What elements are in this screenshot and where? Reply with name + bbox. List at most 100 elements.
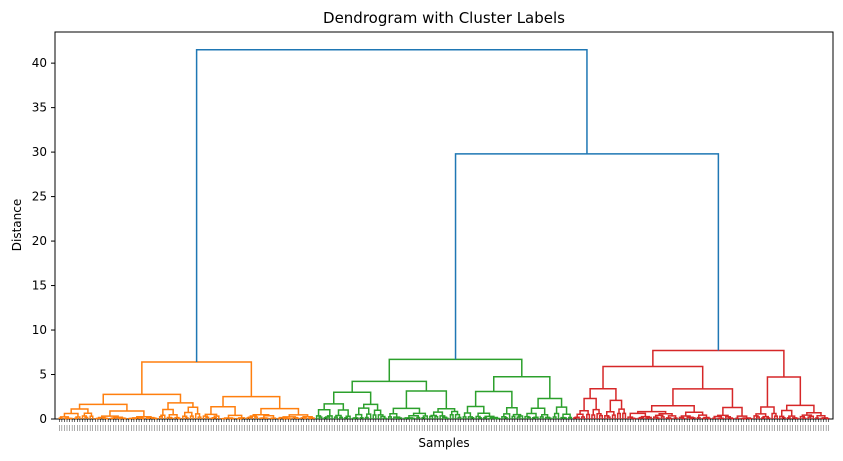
dendrogram-link	[408, 415, 420, 418]
dendrogram-link	[583, 397, 597, 411]
dendrogram-link	[323, 403, 345, 411]
dendrogram-link	[404, 417, 414, 419]
dendrogram-link	[637, 417, 642, 420]
dendrogram-link	[681, 417, 686, 420]
dendrogram-link	[317, 409, 331, 416]
y-tick-label: 30	[32, 145, 47, 159]
dendrogram-link	[59, 416, 70, 419]
dendrogram-link	[524, 415, 530, 419]
dendrogram-link	[568, 416, 573, 419]
y-tick-label: 10	[32, 323, 47, 337]
dendrogram-link	[434, 415, 439, 419]
dendrogram-link	[359, 417, 364, 419]
dendrogram-link	[586, 413, 591, 419]
dendrogram-link	[213, 415, 220, 419]
dendrogram-link	[477, 412, 491, 417]
y-tick-label: 15	[32, 279, 47, 293]
dendrogram-link	[396, 417, 403, 419]
dendrogram-link	[131, 417, 142, 419]
dendrogram-link	[337, 409, 349, 417]
dendrogram-link	[707, 417, 712, 420]
dendrogram-link	[802, 417, 807, 420]
dendrogram-link	[195, 49, 588, 363]
dendrogram-link	[718, 417, 724, 419]
dendrogram-link	[300, 417, 306, 419]
dendrogram-link	[806, 412, 822, 416]
dendrogram-link	[808, 415, 815, 419]
dendrogram-link	[119, 417, 126, 419]
dendrogram-link	[421, 417, 426, 419]
dendrogram-link	[260, 407, 300, 415]
plot-frame	[54, 31, 834, 420]
dendrogram-link	[382, 417, 387, 420]
dendrogram-link	[167, 402, 194, 410]
dendrogram-link	[816, 414, 826, 418]
y-tick-label: 35	[32, 101, 47, 115]
x-axis-label: Samples	[418, 436, 469, 450]
dendrogram-link	[766, 376, 802, 408]
dendrogram-link	[444, 417, 449, 420]
x-axis	[58, 419, 830, 431]
y-axis-label: Distance	[10, 199, 24, 251]
dendrogram-link	[667, 415, 677, 419]
dendrogram-link	[58, 417, 63, 419]
dendrogram-link	[712, 417, 717, 420]
dendrogram-link	[484, 415, 495, 418]
dendrogram-link	[517, 415, 524, 419]
dendrogram-link	[437, 407, 456, 413]
dendrogram-link	[652, 416, 659, 419]
dendrogram-link	[503, 417, 508, 419]
y-tick-label: 5	[39, 368, 47, 382]
dendrogram-link	[553, 412, 560, 419]
dendrogram-link	[197, 416, 202, 419]
y-tick-label: 40	[32, 56, 47, 70]
dendrogram-link	[238, 417, 246, 419]
dendrogram-link	[454, 153, 720, 360]
dendrogram-link	[102, 417, 108, 420]
dendrogram-link	[722, 406, 743, 417]
dendrogram-link	[602, 365, 704, 389]
dendrogram-link	[189, 415, 194, 419]
dendrogram-link	[532, 416, 537, 419]
dendrogram-link	[821, 417, 829, 419]
dendrogram-link	[70, 408, 89, 414]
dendrogram-link	[75, 416, 81, 419]
dendrogram-link	[672, 388, 734, 408]
dendrogram-link	[609, 399, 623, 412]
y-tick-label: 20	[32, 234, 47, 248]
dendrogram-link	[629, 412, 647, 418]
dendrogram-link	[503, 413, 511, 419]
dendrogram-link	[84, 416, 89, 419]
dendrogram-link	[753, 415, 759, 419]
dendrogram-link	[686, 416, 694, 419]
dendrogram-link	[249, 415, 257, 418]
dendrogram-link	[113, 416, 124, 419]
dendrogram-link	[388, 358, 523, 382]
dendrogram-link	[462, 416, 467, 419]
dendrogram-link	[771, 412, 777, 419]
dendrogram-link	[785, 404, 815, 413]
dendrogram-link	[562, 413, 571, 418]
dendrogram-link	[372, 414, 377, 419]
dendrogram-link	[622, 412, 627, 419]
dendrogram-link	[696, 416, 701, 419]
dendrogram-link	[222, 395, 281, 409]
dendrogram-link	[187, 406, 199, 414]
dendrogram-link	[616, 412, 622, 419]
dendrogram-link	[596, 413, 602, 419]
dendrogram-link	[141, 361, 253, 397]
dendrogram-link	[781, 417, 786, 419]
dendrogram-link	[318, 416, 323, 419]
dendrogram-link	[762, 415, 769, 419]
dendrogram-link	[146, 417, 151, 419]
dendrogram-link	[147, 416, 155, 419]
dendrogram-link	[493, 376, 551, 399]
dendrogram-link	[362, 403, 379, 411]
dendrogram-link	[78, 403, 128, 411]
dendrogram-link	[815, 417, 820, 419]
dendrogram-link	[223, 417, 234, 419]
y-tick-label: 25	[32, 190, 47, 204]
dendrogram-link	[736, 415, 748, 419]
dendrogram-link	[89, 415, 94, 419]
